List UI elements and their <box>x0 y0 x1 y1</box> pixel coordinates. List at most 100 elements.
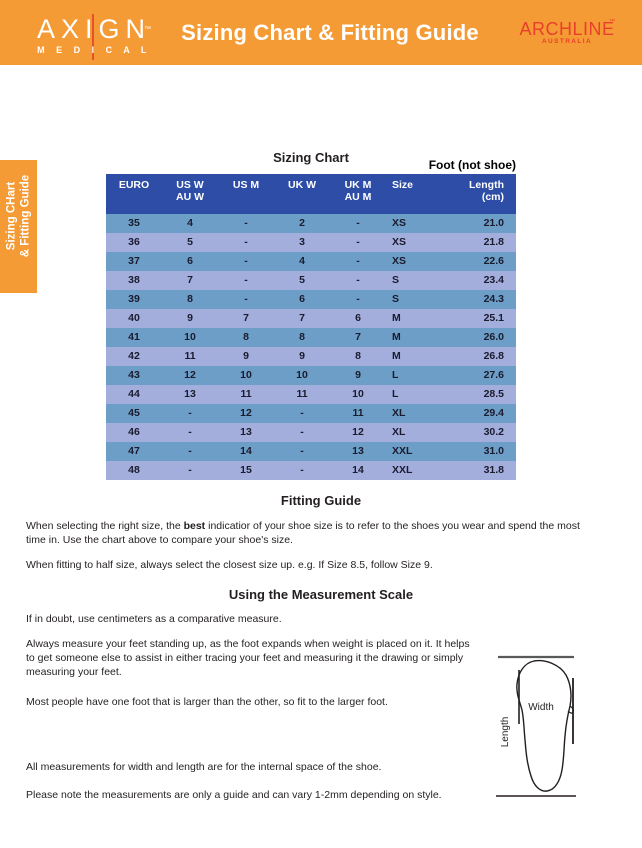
table-cell: 9 <box>330 366 386 385</box>
table-cell: 7 <box>330 328 386 347</box>
table-cell: 14 <box>330 461 386 480</box>
page-title: Sizing Chart & Fitting Guide <box>181 20 479 45</box>
table-cell: 43 <box>106 366 162 385</box>
table-cell: 13 <box>162 385 218 404</box>
table-cell: 28.5 <box>448 385 516 404</box>
table-cell: - <box>330 214 386 233</box>
table-row: 39 8-6- S 24.3 <box>106 290 516 309</box>
table-cell: - <box>162 404 218 423</box>
table-cell: - <box>218 233 274 252</box>
foot-length-label: Length <box>500 717 511 748</box>
table-cell: 5 <box>274 271 330 290</box>
table-cell: - <box>162 423 218 442</box>
table-cell: - <box>218 252 274 271</box>
table-cell: - <box>274 442 330 461</box>
table-cell: 8 <box>330 347 386 366</box>
table-cell: - <box>330 252 386 271</box>
table-cell: 3 <box>274 233 330 252</box>
para-1-emphasis: best <box>183 520 206 532</box>
measurement-paragraph-4: All measurements for width and length ar… <box>26 761 382 773</box>
table-cell: S <box>386 271 448 290</box>
table-cell: 7 <box>162 271 218 290</box>
table-row: 38 7-5- S 23.4 <box>106 271 516 290</box>
table-cell: 2 <box>274 214 330 233</box>
table-cell: - <box>330 271 386 290</box>
table-cell: 21.8 <box>448 233 516 252</box>
table-cell: 44 <box>106 385 162 404</box>
table-header-row: EURO US W AU W US M UK W UK M AU M Size <box>106 174 516 214</box>
table-cell: XS <box>386 252 448 271</box>
col-header-uk-w-main: UK W <box>288 179 316 191</box>
table-cell: 37 <box>106 252 162 271</box>
table-cell: - <box>330 233 386 252</box>
axign-accent-bar <box>92 14 94 60</box>
table-cell: M <box>386 309 448 328</box>
table-cell: 42 <box>106 347 162 366</box>
table-cell: XXL <box>386 461 448 480</box>
table-cell: 9 <box>274 347 330 366</box>
table-cell: 6 <box>330 309 386 328</box>
measurement-paragraph-3: Most people have one foot that is larger… <box>26 696 388 708</box>
table-row: 43 12 10 10 9 L 27.6 <box>106 366 516 385</box>
col-header-uk-m-main: UK M <box>344 179 372 191</box>
col-header-us-m: US M <box>218 174 274 214</box>
table-cell: 40 <box>106 309 162 328</box>
table-cell: 41 <box>106 328 162 347</box>
table-cell: 29.4 <box>448 404 516 423</box>
header-underline <box>0 65 642 68</box>
table-cell: S <box>386 290 448 309</box>
foot-not-shoe-label: Foot (not shoe) <box>428 158 516 172</box>
table-cell: 6 <box>162 252 218 271</box>
foot-measurement-diagram: Width Length <box>494 648 628 808</box>
col-header-euro: EURO <box>106 174 162 214</box>
table-cell: 8 <box>162 290 218 309</box>
table-cell: 8 <box>274 328 330 347</box>
table-cell: 27.6 <box>448 366 516 385</box>
table-cell: 38 <box>106 271 162 290</box>
table-row: 48-15-14 XXL 31.8 <box>106 461 516 480</box>
sizing-chart-caption: Sizing Chart <box>273 150 349 165</box>
table-row: 41 10 8 8 7 M 26.0 <box>106 328 516 347</box>
axign-trademark-icon: ™ <box>144 26 151 33</box>
table-cell: XXL <box>386 442 448 461</box>
table-cell: - <box>162 461 218 480</box>
foot-outline-icon: Width Length <box>496 655 576 797</box>
measurement-scale-title: Using the Measurement Scale <box>228 587 414 602</box>
col-header-us-w-main: US W <box>176 179 204 191</box>
measurement-paragraph-5: Please note the measurements are only a … <box>26 789 442 801</box>
table-cell: 11 <box>218 385 274 404</box>
table-cell: 22.6 <box>448 252 516 271</box>
table-cell: 46 <box>106 423 162 442</box>
col-header-uk-m: UK M AU M <box>330 174 386 214</box>
fitting-guide-paragraph-1: When selecting the right size, the best … <box>26 519 598 547</box>
table-cell: - <box>218 271 274 290</box>
archline-wordmark: ARCHLINE <box>519 19 615 39</box>
measurement-paragraph-2: Always measure your feet standing up, as… <box>26 638 470 678</box>
table-cell: 5 <box>162 233 218 252</box>
table-cell: 25.1 <box>448 309 516 328</box>
table-cell: 14 <box>218 442 274 461</box>
archline-trademark-icon: ™ <box>609 19 615 25</box>
col-header-us-m-main: US M <box>232 179 260 191</box>
para-1-lead: When selecting the right size, the <box>26 520 184 532</box>
table-cell: 13 <box>330 442 386 461</box>
axign-subtitle: M E D I C A L <box>37 45 151 55</box>
col-header-length: Length (cm) <box>448 174 516 214</box>
table-row: 44 13 11 11 10 L 28.5 <box>106 385 516 404</box>
table-cell: 47 <box>106 442 162 461</box>
table-cell: 11 <box>330 404 386 423</box>
table-cell: L <box>386 385 448 404</box>
table-row: 42 11 9 9 8 M 26.8 <box>106 347 516 366</box>
table-row: 36 5-3- XS 21.8 <box>106 233 516 252</box>
side-tab-label: Sizing CHart & Fitting Guide <box>5 174 32 258</box>
table-row: 35 4-2- XS 21.0 <box>106 214 516 233</box>
table-cell: - <box>218 290 274 309</box>
table-cell: 21.0 <box>448 214 516 233</box>
table-cell: 7 <box>218 309 274 328</box>
col-header-us-w: US W AU W <box>162 174 218 214</box>
table-cell: 31.0 <box>448 442 516 461</box>
axign-wordmark: AXIGN <box>36 14 152 44</box>
table-cell: XL <box>386 404 448 423</box>
table-cell: 31.8 <box>448 461 516 480</box>
table-cell: 10 <box>274 366 330 385</box>
